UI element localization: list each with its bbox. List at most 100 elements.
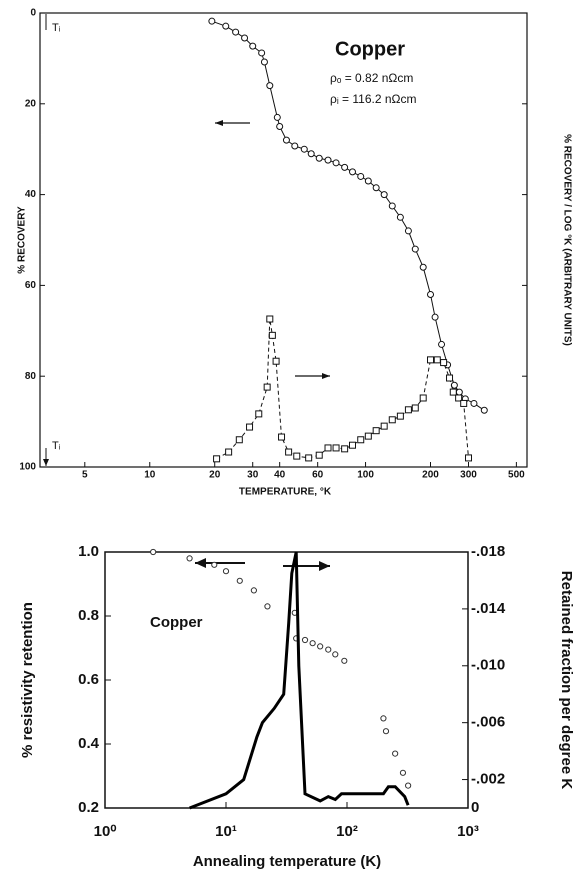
annotation: ρᵢ = 116.2 nΩcm bbox=[330, 92, 417, 106]
point bbox=[405, 782, 412, 789]
point bbox=[324, 156, 332, 164]
point bbox=[446, 374, 454, 382]
y-tick-label: 80 bbox=[25, 371, 37, 382]
y-tick-label: 0.6 bbox=[78, 671, 99, 688]
point bbox=[225, 448, 233, 456]
y-tick-label: 1.0 bbox=[78, 543, 99, 560]
annotation: Tᵢ bbox=[52, 22, 61, 34]
x-tick-label: 10² bbox=[336, 823, 358, 840]
point bbox=[380, 422, 388, 430]
point bbox=[431, 313, 439, 321]
point bbox=[258, 49, 266, 57]
point bbox=[150, 548, 157, 556]
annotation: Tᵢ bbox=[52, 440, 61, 452]
annotation: Copper bbox=[335, 38, 405, 60]
x-tick-label: 10¹ bbox=[215, 823, 237, 840]
x-tick-label: 20 bbox=[209, 470, 221, 481]
y2-tick-label: -.002 bbox=[471, 771, 505, 788]
annotation: ρₒ = 0.82 nΩcm bbox=[330, 71, 413, 85]
chart-bottom: 10⁰ 10¹ 10² 10³ 0.2 0.4 0.6 0.8 1.0 -.018 -.014 -.0… bbox=[19, 543, 575, 870]
point bbox=[396, 213, 404, 221]
x-axis-label: TEMPERATURE, °K bbox=[239, 487, 332, 498]
point bbox=[380, 191, 388, 199]
x-tick-label: 30 bbox=[247, 470, 259, 481]
y-tick-label: 0.4 bbox=[78, 735, 100, 752]
point bbox=[455, 394, 463, 402]
point bbox=[315, 154, 323, 162]
point bbox=[276, 123, 284, 130]
chart-top: 5 10 20 30 40 60 100 200 300 500 0 20 40 60 80 100 TEMPE… bbox=[17, 8, 573, 498]
point bbox=[273, 113, 281, 121]
point bbox=[372, 184, 380, 192]
point bbox=[460, 399, 468, 407]
y2-tick-label: -.006 bbox=[471, 714, 505, 731]
point bbox=[325, 646, 332, 653]
point bbox=[266, 315, 274, 323]
point bbox=[427, 356, 435, 364]
x-tick-label: 100 bbox=[357, 470, 374, 481]
point bbox=[260, 58, 268, 66]
point bbox=[380, 715, 387, 722]
y2-axis-label: % RECOVERY / LOG °K (ARBITRARY UNITS) bbox=[561, 134, 572, 346]
point bbox=[232, 28, 240, 36]
point bbox=[301, 636, 309, 644]
y-tick-label: 0.2 bbox=[78, 799, 99, 816]
x-tick-label: 10 bbox=[144, 470, 156, 481]
point bbox=[332, 651, 339, 658]
annotation: Copper bbox=[150, 614, 203, 631]
point bbox=[341, 657, 348, 664]
point bbox=[357, 436, 365, 444]
point bbox=[317, 643, 324, 650]
point bbox=[307, 150, 315, 158]
point bbox=[278, 433, 286, 441]
point bbox=[348, 441, 356, 449]
y-tick-label: 0 bbox=[30, 8, 36, 19]
arrow-head bbox=[195, 558, 206, 568]
point bbox=[255, 410, 263, 418]
y2-tick-label: -.018 bbox=[471, 543, 505, 560]
point bbox=[388, 416, 396, 424]
point bbox=[208, 17, 216, 25]
point bbox=[455, 388, 463, 396]
point bbox=[250, 587, 257, 594]
point bbox=[211, 561, 218, 568]
arrow-head bbox=[215, 120, 223, 126]
point bbox=[341, 445, 349, 453]
point bbox=[440, 359, 448, 367]
point bbox=[272, 357, 280, 365]
y2-tick-label: -.010 bbox=[471, 657, 505, 674]
point bbox=[332, 159, 340, 167]
y-axis-label: % resistivity retention bbox=[19, 602, 36, 758]
x-tick-label: 60 bbox=[312, 470, 324, 481]
y-tick-label: 0.8 bbox=[78, 607, 99, 624]
y-tick-label: 20 bbox=[25, 98, 37, 109]
point bbox=[364, 177, 372, 185]
point bbox=[411, 245, 419, 253]
point bbox=[235, 436, 243, 444]
point bbox=[449, 388, 457, 396]
point bbox=[470, 399, 478, 407]
point bbox=[222, 568, 230, 575]
point bbox=[388, 202, 396, 210]
point bbox=[264, 603, 271, 610]
point bbox=[241, 34, 249, 42]
point bbox=[433, 356, 441, 364]
x-tick-label: 500 bbox=[508, 470, 525, 481]
series-line bbox=[216, 318, 469, 460]
x-tick-label: 300 bbox=[460, 470, 477, 481]
point bbox=[332, 444, 340, 452]
point bbox=[348, 168, 356, 176]
y-axis-label: % RECOVERY bbox=[17, 206, 28, 274]
point bbox=[465, 454, 473, 462]
x-tick-label: 5 bbox=[82, 470, 88, 481]
series-line bbox=[189, 551, 410, 810]
y2-tick-label: -.014 bbox=[471, 600, 506, 617]
point bbox=[236, 577, 243, 584]
x-tick-label: 200 bbox=[422, 470, 439, 481]
x-tick-label: 40 bbox=[274, 470, 286, 481]
y-tick-label: 100 bbox=[19, 462, 36, 473]
point bbox=[419, 394, 427, 402]
point bbox=[213, 455, 221, 463]
